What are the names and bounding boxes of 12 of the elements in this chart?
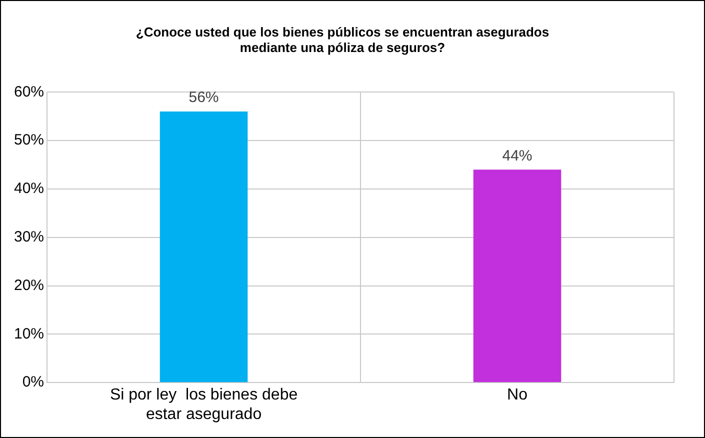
y-tick-label: 20%: [14, 276, 44, 294]
data-label: 44%: [502, 147, 532, 164]
chart-title: ¿Conoce usted que los bienes públicos se encuentran asegurados mediante una póliza de seguros?: [136, 24, 550, 55]
y-tick-label: 40%: [14, 180, 44, 198]
y-tick-label: 30%: [14, 228, 44, 246]
x-tick-label: Si por ley los bienes debe estar asegurado: [110, 386, 298, 423]
x-tick-label: No: [507, 386, 528, 404]
y-tick-label: 10%: [14, 325, 44, 342]
y-tick-label: 50%: [14, 132, 44, 149]
y-tick-label: 60%: [14, 83, 44, 100]
data-label: 56%: [188, 89, 219, 106]
y-tick-label: 0%: [22, 374, 44, 391]
